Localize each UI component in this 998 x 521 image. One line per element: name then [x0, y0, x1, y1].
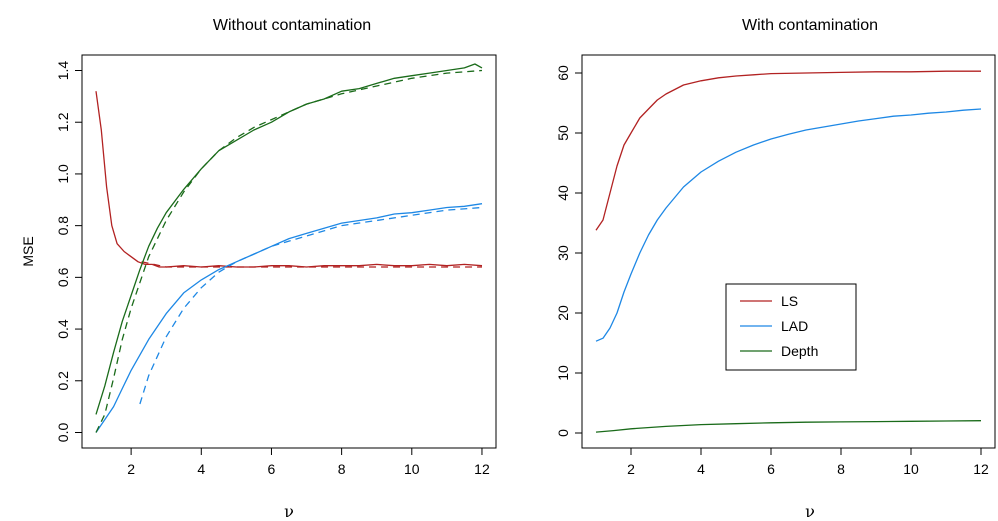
x-tick-label: 12	[973, 461, 989, 477]
x-tick-label: 12	[474, 461, 490, 477]
series-line-lad-solid	[595, 108, 982, 342]
chart-without-contamination: Without contamination 2 4 6 8 10 12 0.0 0.2 0.4 0…	[20, 17, 497, 521]
y-tick-label: 0.2	[55, 371, 71, 391]
y-tick-label: 20	[555, 305, 571, 321]
y-tick-label: 1.4	[55, 61, 71, 81]
x-tick-label: 4	[697, 461, 705, 477]
plot-frame	[81, 54, 497, 449]
x-tick-label: 10	[903, 461, 919, 477]
x-tick-label: 2	[127, 461, 135, 477]
x-axis-label: ν	[284, 502, 294, 521]
chart-with-contamination: With contamination 2 4 6 8 10 12 0 10 20 30 40 50 60…	[555, 17, 996, 521]
x-tick-label: 6	[268, 461, 276, 477]
x-tick-label: 4	[197, 461, 205, 477]
series-line-lad-solid	[95, 203, 483, 433]
y-tick-label: 1.2	[55, 112, 71, 132]
legend-box	[725, 283, 857, 371]
series-line-ls-dashed	[141, 261, 482, 268]
series-line-depth-solid	[595, 420, 982, 433]
y-tick-label: 30	[555, 245, 571, 261]
y-tick-label: 1.0	[55, 164, 71, 184]
legend-label-depth: Depth	[781, 343, 818, 359]
x-tick-label: 6	[767, 461, 775, 477]
x-tick-label: 10	[404, 461, 420, 477]
y-tick-label: 0.4	[55, 319, 71, 339]
series-line-depth-solid	[95, 63, 483, 415]
x-tick-label: 8	[837, 461, 845, 477]
series-line-lad-dashed	[139, 206, 483, 405]
y-tick-label: 60	[555, 65, 571, 81]
x-tick-label: 8	[338, 461, 346, 477]
legend: LS LAD Depth	[725, 283, 857, 371]
y-tick-label: 0.0	[55, 423, 71, 443]
y-tick-label: 10	[555, 365, 571, 381]
legend-label-ls: LS	[781, 293, 798, 309]
x-tick-label: 2	[627, 461, 635, 477]
chart-title: Without contamination	[213, 17, 371, 34]
series-line-depth-dashed	[95, 69, 483, 433]
x-axis-label: ν	[805, 502, 815, 521]
y-axis-label: MSE	[20, 236, 36, 266]
plot-frame	[581, 54, 996, 449]
legend-label-lad: LAD	[781, 318, 808, 334]
chart-title: With contamination	[742, 17, 878, 34]
y-tick-label: 0	[555, 429, 571, 437]
y-tick-label: 40	[555, 185, 571, 201]
y-tick-label: 0.8	[55, 216, 71, 236]
y-tick-label: 50	[555, 125, 571, 141]
y-tick-label: 0.6	[55, 267, 71, 287]
series-line-ls-solid	[595, 70, 981, 231]
